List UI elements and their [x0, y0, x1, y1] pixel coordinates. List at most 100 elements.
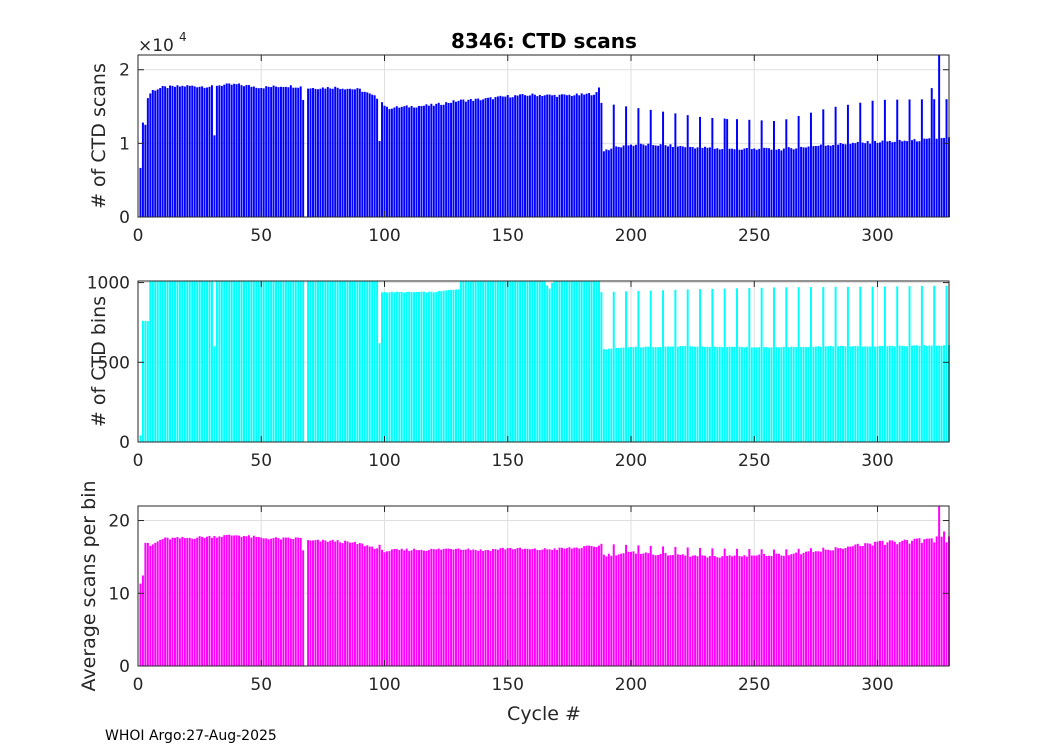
bar-cycle-180	[580, 281, 583, 442]
x-tick-label: 200	[615, 675, 647, 695]
bar-cycle-147	[499, 548, 502, 666]
bar-cycle-315	[913, 538, 916, 666]
bar-cycle-233	[711, 288, 714, 442]
bar-cycle-305	[888, 345, 891, 442]
bar-cycle-149	[504, 281, 507, 442]
bar-cycle-74	[319, 541, 322, 666]
bar-cycle-10	[161, 539, 164, 666]
bar-cycle-241	[731, 346, 734, 442]
bar-cycle-28	[206, 281, 209, 442]
bar-cycle-264	[787, 347, 790, 442]
bar-cycle-33	[218, 281, 221, 442]
bar-cycle-226	[694, 148, 697, 217]
bar-cycle-272	[807, 146, 810, 217]
bar-cycle-146	[496, 549, 499, 666]
bar-cycle-252	[758, 347, 761, 442]
bar-cycle-206	[644, 552, 647, 666]
bar-cycle-226	[694, 346, 697, 442]
bar-cycle-209	[652, 347, 655, 442]
bar-cycle-214	[664, 145, 667, 217]
bar-cycle-284	[837, 346, 840, 442]
bar-cycle-86	[349, 88, 351, 218]
bar-cycle-121	[435, 549, 438, 666]
bar-cycle-201	[632, 347, 635, 442]
bar-cycle-118	[427, 105, 430, 217]
bar-cycle-150	[506, 95, 509, 217]
bar-cycle-198	[625, 544, 628, 666]
bar-cycle-180	[580, 93, 583, 217]
bar-cycle-114	[418, 550, 420, 666]
bar-cycle-165	[543, 95, 546, 217]
bar-cycle-143	[489, 97, 492, 217]
bar-cycle-35	[223, 535, 226, 666]
bar-cycle-119	[430, 291, 433, 442]
bar-cycle-122	[437, 548, 440, 666]
bar-cycle-153	[514, 281, 517, 442]
bar-cycle-236	[718, 346, 721, 442]
x-tick-label: 150	[492, 451, 524, 471]
bar-cycle-242	[733, 346, 736, 442]
bar-cycle-13	[169, 85, 172, 217]
bar-cycle-78	[329, 540, 332, 666]
bar-cycle-173	[563, 281, 566, 442]
bar-cycle-58	[279, 539, 282, 666]
bar-cycle-58	[279, 281, 282, 442]
bar-cycle-207	[647, 143, 650, 217]
bar-cycle-221	[681, 146, 684, 217]
bar-cycle-74	[319, 281, 322, 442]
bar-cycle-262	[782, 555, 785, 666]
bar-cycle-157	[524, 95, 526, 217]
bar-cycle-117	[425, 292, 428, 442]
bar-cycle-32	[215, 537, 218, 666]
bar-cycle-267	[795, 148, 798, 217]
bar-cycle-272	[807, 347, 810, 442]
bar-cycle-82	[339, 542, 342, 666]
bar-cycle-28	[206, 536, 209, 666]
bar-cycle-74	[319, 88, 322, 217]
bar-cycle-228	[699, 547, 702, 666]
bar-cycle-276	[817, 145, 820, 217]
bar-cycle-46	[250, 537, 253, 666]
bar-cycle-96	[373, 95, 376, 217]
bar-cycle-287	[844, 346, 847, 442]
bar-cycle-243	[736, 548, 738, 666]
bar-cycle-207	[647, 553, 650, 666]
bar-cycle-248	[748, 288, 751, 442]
bar-cycle-54	[270, 281, 273, 442]
bar-cycle-147	[499, 95, 502, 217]
bar-cycle-295	[864, 543, 867, 666]
bar-cycle-229	[701, 147, 704, 217]
bar-cycle-255	[765, 347, 768, 442]
bar-cycle-145	[494, 549, 497, 666]
bar-cycle-221	[681, 554, 684, 666]
bar-cycle-41	[238, 281, 241, 442]
bar-cycle-67	[302, 550, 305, 666]
bar-cycle-205	[642, 553, 645, 666]
bar-cycle-176	[570, 95, 573, 217]
bar-cycle-286	[842, 345, 844, 442]
bar-cycle-64	[294, 537, 297, 666]
bar-cycle-137	[474, 550, 477, 666]
bar-cycle-142	[487, 97, 490, 217]
bar-cycle-284	[837, 144, 840, 217]
bar-cycle-187	[597, 545, 600, 666]
bar-cycle-136	[472, 549, 475, 666]
bar-cycle-121	[435, 292, 438, 442]
footer-credit: WHOI Argo:27-Aug-2025	[105, 728, 277, 744]
bar-cycle-48	[255, 281, 258, 442]
bar-cycle-200	[630, 551, 632, 666]
bar-cycle-265	[790, 148, 793, 217]
bar-cycle-173	[563, 548, 566, 666]
bar-cycle-273	[809, 548, 812, 666]
bar-cycle-7	[154, 542, 157, 666]
bar-cycle-307	[893, 541, 896, 666]
y-axis-label: Average scans per bin	[78, 480, 100, 691]
bar-cycle-204	[639, 554, 642, 666]
bar-cycle-72	[314, 540, 317, 666]
bar-cycle-108	[403, 292, 406, 442]
bar-cycle-15	[173, 281, 176, 442]
bar-cycle-219	[676, 554, 679, 666]
bar-cycle-42	[240, 281, 243, 442]
bar-cycle-158	[526, 281, 529, 442]
bar-cycle-227	[696, 346, 699, 442]
